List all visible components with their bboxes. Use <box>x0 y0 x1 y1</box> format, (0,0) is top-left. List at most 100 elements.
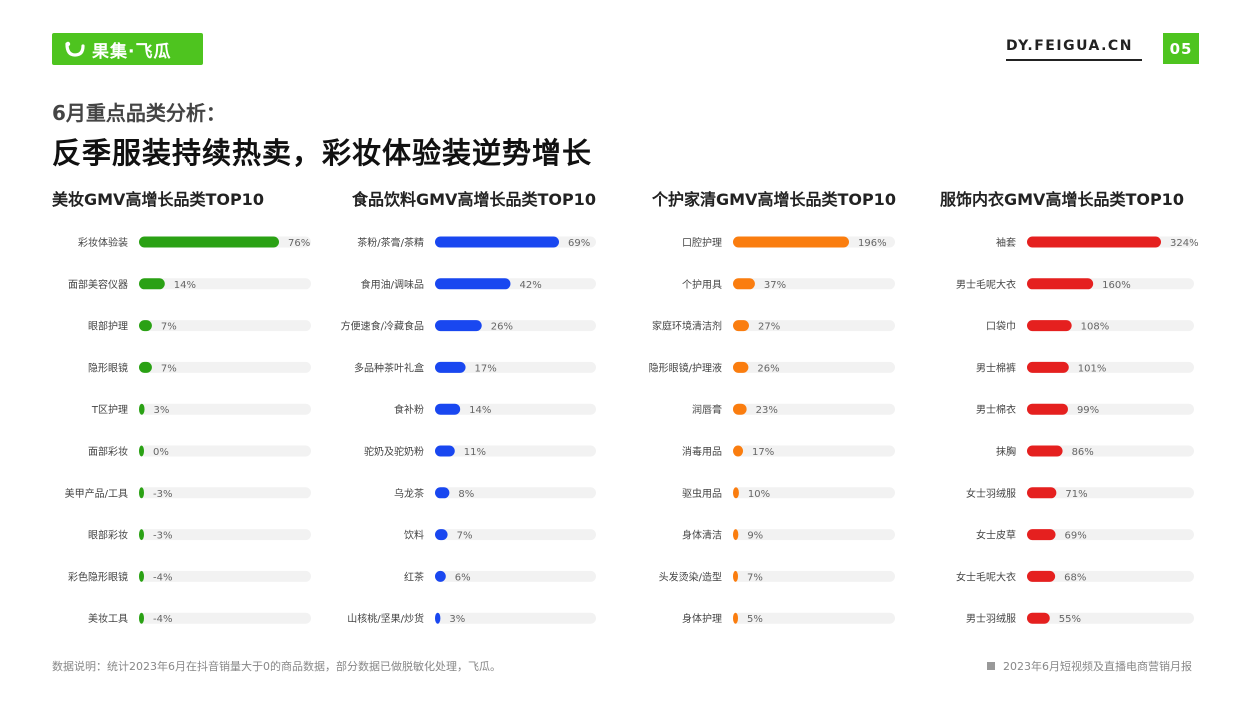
category-label: 面部彩妆 <box>88 445 128 458</box>
value-label: 8% <box>458 489 474 500</box>
category-label: 驼奶及驼奶粉 <box>364 445 424 458</box>
bar-track <box>733 320 895 332</box>
bar <box>1027 320 1072 332</box>
chart-care-plot: 口腔护理 196% 个护用具 37% 家庭环境清洁剂 27% 隐形眼镜/护理液 26% 润唇膏 2… <box>649 236 895 625</box>
category-label: 男士羽绒服 <box>966 612 1016 625</box>
value-label: 17% <box>752 447 774 458</box>
bar-track <box>435 612 596 624</box>
value-label: 27% <box>758 322 780 333</box>
bar <box>139 487 144 499</box>
value-label: 14% <box>469 405 491 416</box>
bar-row: 男士羽绒服 55% <box>966 612 1194 625</box>
bar-row: 眼部彩妆 -3% <box>88 529 311 542</box>
bar <box>733 445 744 457</box>
bar-row: 个护用具 37% <box>682 278 895 291</box>
value-label: -3% <box>153 531 172 542</box>
category-label: 彩妆体验装 <box>78 236 128 249</box>
bar <box>435 529 448 541</box>
value-label: -4% <box>153 614 172 625</box>
chart-apparel-plot: 袖套 324% 男士毛呢大衣 160% 口袋巾 108% 男士棉裤 101% 男士棉衣 99% 抹胸… <box>956 236 1199 625</box>
square-bullet-icon <box>987 662 995 670</box>
category-label: 彩色隐形眼镜 <box>68 570 128 583</box>
value-label: 69% <box>568 238 590 249</box>
bar <box>733 361 749 373</box>
bar-row: 食用油/调味品 42% <box>361 278 596 291</box>
chart-food-plot: 茶粉/茶膏/茶精 69% 食用油/调味品 42% 方便速食/冷藏食品 26% 多品种茶叶礼盒… <box>341 236 596 625</box>
bar <box>1027 403 1068 415</box>
category-label: 润唇膏 <box>692 403 722 416</box>
bar-track <box>1027 361 1194 373</box>
bar-track <box>733 570 895 582</box>
site-url: DY.FEIGUA.CN <box>1006 38 1142 61</box>
value-label: 69% <box>1065 531 1087 542</box>
bar <box>733 403 747 415</box>
bar-row: 面部彩妆 0% <box>88 445 311 458</box>
category-label: 口袋巾 <box>986 320 1016 333</box>
bar-track <box>139 403 311 415</box>
report-name: 2023年6月短视频及直播电商营销月报 <box>987 658 1192 674</box>
bar-track <box>733 529 895 541</box>
value-label: 99% <box>1077 405 1099 416</box>
value-label: 37% <box>764 280 786 291</box>
bar-track <box>733 278 895 290</box>
value-label: 3% <box>154 405 170 416</box>
bar-row: 口腔护理 196% <box>682 236 895 249</box>
bar <box>1027 445 1063 457</box>
value-label: 7% <box>747 572 763 583</box>
bar-row: 身体护理 5% <box>682 612 895 625</box>
bar-track <box>733 487 895 499</box>
category-label: 红茶 <box>404 570 424 583</box>
chart-apparel: 服饰内衣GMV高增长品类TOP10 袖套 324% 男士毛呢大衣 160% 口袋巾 108… <box>940 186 1230 636</box>
bar <box>1027 278 1094 290</box>
bar-track <box>1027 445 1194 457</box>
bar-track <box>1027 487 1194 499</box>
bar-row: 男士毛呢大衣 160% <box>956 278 1194 291</box>
category-label: 男士棉衣 <box>976 403 1016 416</box>
report-name-text: 2023年6月短视频及直播电商营销月报 <box>1003 660 1192 673</box>
bar <box>435 445 455 457</box>
bar <box>139 612 144 624</box>
bar <box>139 278 165 290</box>
bar <box>435 612 441 624</box>
logo-text: 果集·飞瓜 <box>92 41 172 62</box>
category-label: 隐形眼镜 <box>88 361 128 374</box>
bar-track <box>139 320 311 332</box>
page-title: 反季服装持续热卖，彩妆体验装逆势增长 <box>52 136 593 170</box>
category-label: 抹胸 <box>996 445 1016 458</box>
value-label: 71% <box>1065 489 1087 500</box>
value-label: 68% <box>1064 572 1086 583</box>
bar <box>733 236 849 248</box>
category-label: 个护用具 <box>682 278 722 291</box>
category-label: 身体护理 <box>682 612 722 625</box>
bar-row: 彩色隐形眼镜 -4% <box>68 570 311 583</box>
bar-row: 身体清洁 9% <box>682 529 895 542</box>
bar-row: 山核桃/坚果/炒货 3% <box>347 612 596 625</box>
category-label: 美妆工具 <box>88 612 128 625</box>
value-label: 76% <box>288 238 310 249</box>
bar-track <box>139 529 311 541</box>
value-label: 0% <box>153 447 169 458</box>
bar <box>733 529 739 541</box>
bar-track <box>435 361 596 373</box>
bar-row: 家庭环境清洁剂 27% <box>652 320 895 333</box>
bar <box>1027 612 1050 624</box>
bar-row: 口袋巾 108% <box>986 320 1194 333</box>
bar <box>435 361 466 373</box>
bar-track <box>139 361 311 373</box>
value-label: 42% <box>519 280 541 291</box>
bar-row: 头发烫染/造型 7% <box>659 570 895 583</box>
bar-row: 男士棉裤 101% <box>976 361 1194 374</box>
category-label: 袖套 <box>996 236 1016 249</box>
category-label: 眼部彩妆 <box>88 529 128 542</box>
bar <box>139 445 144 457</box>
value-label: 55% <box>1059 614 1081 625</box>
bar <box>1027 236 1161 248</box>
bar-track <box>1027 612 1194 624</box>
bar-track <box>435 403 596 415</box>
bar <box>139 403 145 415</box>
bar <box>733 570 738 582</box>
bar-row: 消毒用品 17% <box>682 445 895 458</box>
category-label: 身体清洁 <box>682 529 722 542</box>
chart-title: 食品饮料GMV高增长品类TOP10 <box>352 190 596 209</box>
value-label: 10% <box>748 489 770 500</box>
